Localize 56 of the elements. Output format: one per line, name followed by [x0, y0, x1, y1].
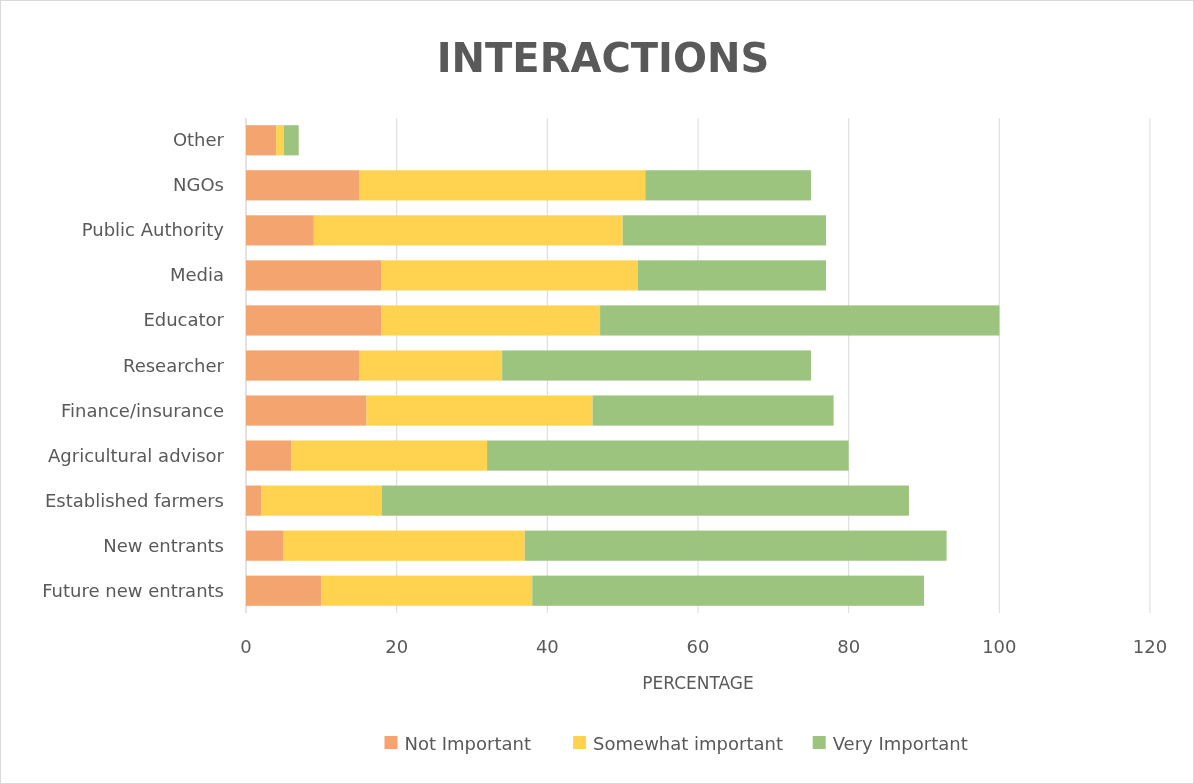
y-tick-label: Other — [172, 129, 225, 151]
bar — [321, 575, 533, 606]
bar — [524, 530, 947, 561]
bar — [246, 395, 367, 426]
y-tick-label: Media — [169, 264, 224, 286]
y-tick-label: New entrants — [103, 534, 224, 556]
x-tick-label: 120 — [1132, 636, 1168, 657]
legend-label: Not Important — [404, 733, 531, 754]
y-tick-label: NGOs — [173, 174, 224, 196]
y-tick-label: Agricultural advisor — [48, 444, 225, 466]
bar — [532, 575, 924, 606]
bar — [502, 350, 811, 381]
bar — [246, 260, 382, 291]
y-tick-label: Finance/insurance — [61, 399, 224, 421]
bar — [637, 260, 827, 291]
bar — [246, 575, 322, 606]
legend-label: Somewhat important — [593, 733, 784, 754]
bar — [246, 170, 359, 201]
x-tick-label: 40 — [535, 636, 559, 657]
y-tick-label: Public Authority — [81, 219, 225, 241]
bar — [246, 440, 292, 471]
bar — [261, 485, 382, 516]
y-tick-label: Established farmers — [44, 489, 224, 511]
bar — [381, 305, 601, 336]
x-axis-title: PERCENTAGE — [642, 673, 754, 693]
x-tick-label: 0 — [240, 636, 252, 657]
bar — [276, 125, 284, 156]
x-tick-label: 20 — [385, 636, 409, 657]
bar — [600, 305, 1000, 336]
bar — [313, 215, 623, 246]
bar — [381, 485, 909, 516]
x-tick-label: 80 — [837, 636, 861, 657]
bar — [246, 215, 314, 246]
bar — [291, 440, 488, 471]
bar — [359, 170, 646, 201]
bar — [359, 350, 503, 381]
bar — [246, 125, 277, 156]
bar — [246, 350, 359, 381]
legend-label: Very Important — [832, 733, 968, 754]
y-tick-label: Future new entrants — [42, 579, 224, 601]
bar — [246, 530, 284, 561]
bar — [246, 485, 262, 516]
bar — [381, 260, 638, 291]
bar — [246, 305, 382, 336]
bar — [592, 395, 834, 426]
chart-title: INTERACTIONS — [436, 35, 770, 81]
x-tick-label: 100 — [982, 636, 1017, 657]
bar — [487, 440, 849, 471]
y-tick-label: Educator — [143, 309, 225, 331]
bar — [645, 170, 811, 201]
bar — [283, 125, 299, 156]
x-tick-label: 60 — [686, 636, 710, 657]
bar — [366, 395, 593, 426]
y-tick-label: Researcher — [122, 354, 225, 376]
bar — [622, 215, 827, 246]
bar — [283, 530, 525, 561]
